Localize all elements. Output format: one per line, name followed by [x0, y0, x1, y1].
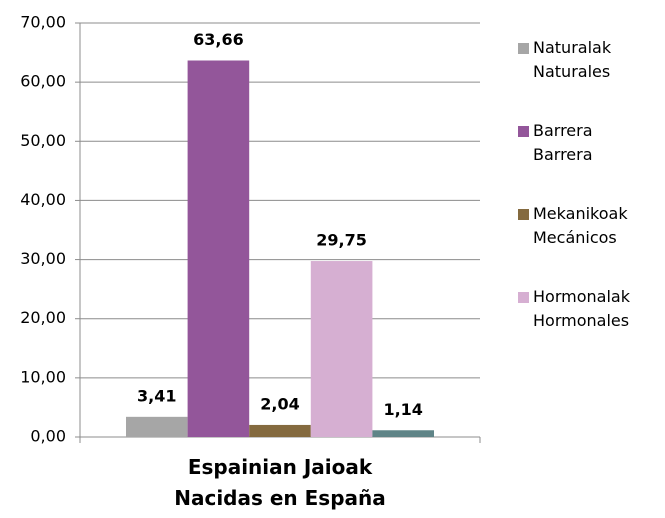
value-label: 1,14 [383, 400, 422, 419]
legend-label: Barrera Barrera [533, 121, 593, 164]
y-tick-label: 40,00 [20, 190, 66, 209]
value-label: 63,66 [193, 30, 244, 49]
value-label: 2,04 [260, 394, 299, 413]
y-tick-label: 50,00 [20, 131, 66, 150]
legend-entry: Hormonalak Hormonales [518, 285, 630, 333]
bar [372, 430, 434, 437]
bar [310, 261, 373, 437]
legend-label: Mekanikoak Mecánicos [533, 204, 628, 247]
y-tick-label: 0,00 [30, 427, 66, 446]
y-tick-label: 60,00 [20, 72, 66, 91]
legend-entry: Naturalak Naturales [518, 36, 611, 84]
category-label: Espainian Jaioak Nacidas en España [174, 455, 386, 510]
bar [187, 60, 250, 437]
legend-swatch [518, 126, 529, 137]
y-tick-label: 70,00 [20, 13, 66, 32]
legend-swatch [518, 292, 529, 303]
legend-entry: Mekanikoak Mecánicos [518, 202, 628, 250]
bar [126, 416, 188, 437]
legend-entry: Barrera Barrera [518, 119, 593, 167]
y-tick-label: 10,00 [20, 367, 66, 386]
legend-swatch [518, 43, 529, 54]
legend-label: Hormonalak Hormonales [533, 287, 630, 330]
y-tick-label: 20,00 [20, 308, 66, 327]
y-tick-label: 30,00 [20, 249, 66, 268]
legend-label: Naturalak Naturales [533, 38, 612, 81]
legend-swatch [518, 209, 529, 220]
bar [249, 424, 311, 437]
value-label: 29,75 [316, 231, 367, 250]
value-label: 3,41 [137, 386, 176, 405]
